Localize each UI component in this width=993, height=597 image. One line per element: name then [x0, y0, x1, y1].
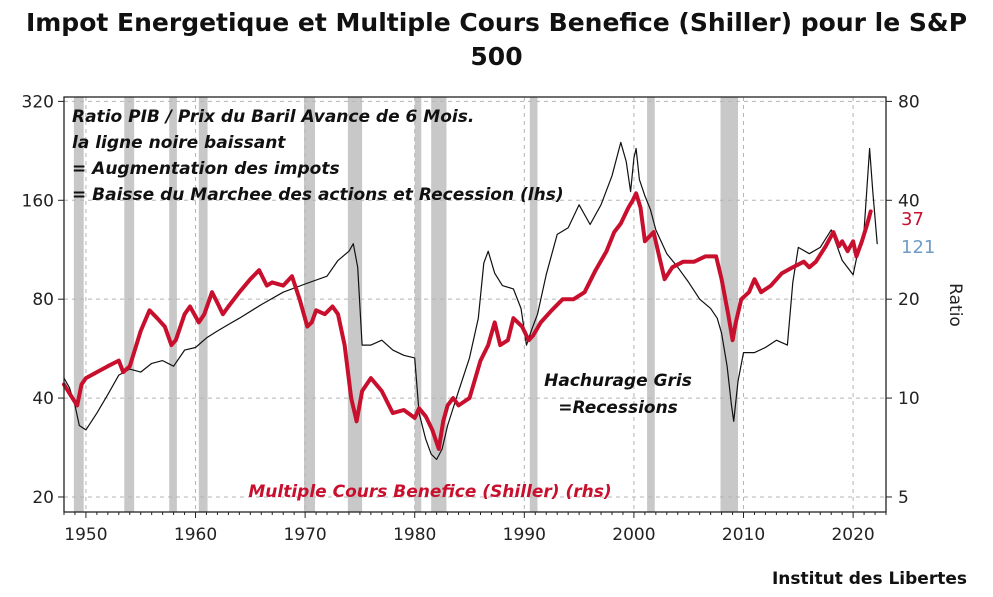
red-series-label: Multiple Cours Benefice (Shiller) (rhs)	[248, 482, 611, 502]
chart-title: Impot Energetique et Multiple Cours Bene…	[25, 8, 968, 71]
x-tick-label: 2010	[722, 525, 765, 545]
recession-band-2	[124, 97, 135, 512]
red-shiller-line	[62, 191, 873, 451]
series-lines	[62, 141, 878, 461]
right-axis-label: Ratio	[945, 283, 965, 327]
recession-note-line-1: Hachurage Gris	[544, 371, 692, 391]
left-tick-label: 160	[22, 191, 54, 211]
recession-band-4	[198, 97, 208, 512]
right-tick-label: 20	[898, 290, 920, 310]
annotation-line-1: Ratio PIB / Prix du Baril Avance de 6 Mo…	[72, 107, 474, 127]
left-axis-ticks: 20 40 80 160 320	[22, 92, 64, 508]
recession-band-9	[529, 97, 538, 512]
recession-band-1	[73, 97, 84, 512]
grid-lines	[64, 97, 886, 512]
x-tick-label: 1980	[393, 525, 436, 545]
recession-band-10	[647, 97, 655, 512]
right-tick-label: 5	[898, 488, 909, 508]
end-label-blue: 121	[901, 237, 935, 258]
recession-band-11	[720, 97, 739, 512]
x-tick-label: 2020	[831, 525, 874, 545]
black-ratio-line	[63, 141, 878, 461]
x-tick-label: 1960	[174, 525, 217, 545]
plot-frame	[63, 96, 887, 513]
left-tick-label: 40	[32, 389, 54, 409]
x-tick-label: 1970	[283, 525, 326, 545]
x-tick-label: 2000	[612, 525, 655, 545]
recession-band-5	[304, 97, 315, 512]
x-tick-label: 1950	[64, 525, 107, 545]
annotation-line-3: = Augmentation des impots	[72, 159, 340, 179]
annotation-line-4: = Baisse du Marchee des actions et Reces…	[72, 185, 564, 205]
recession-band-3	[169, 97, 177, 512]
right-axis-ticks: 5 10 20 40 80	[886, 92, 920, 508]
left-tick-label: 20	[32, 488, 54, 508]
x-axis-ticks: 1950 1960 1970 1980 1990 2000 2010 2020	[63, 512, 887, 545]
end-label-red: 37	[901, 209, 924, 230]
left-tick-label: 320	[22, 92, 54, 112]
recession-note-line-2: =Recessions	[558, 398, 678, 418]
left-tick-label: 80	[32, 290, 54, 310]
x-tick-label: 1990	[503, 525, 546, 545]
annotation-line-2: la ligne noire baissant	[72, 133, 286, 153]
source-credit: Institut des Libertes	[771, 569, 967, 589]
right-tick-label: 40	[898, 191, 920, 211]
right-tick-label: 10	[898, 389, 920, 409]
right-tick-label: 80	[898, 92, 920, 112]
recession-band-7	[414, 97, 422, 512]
